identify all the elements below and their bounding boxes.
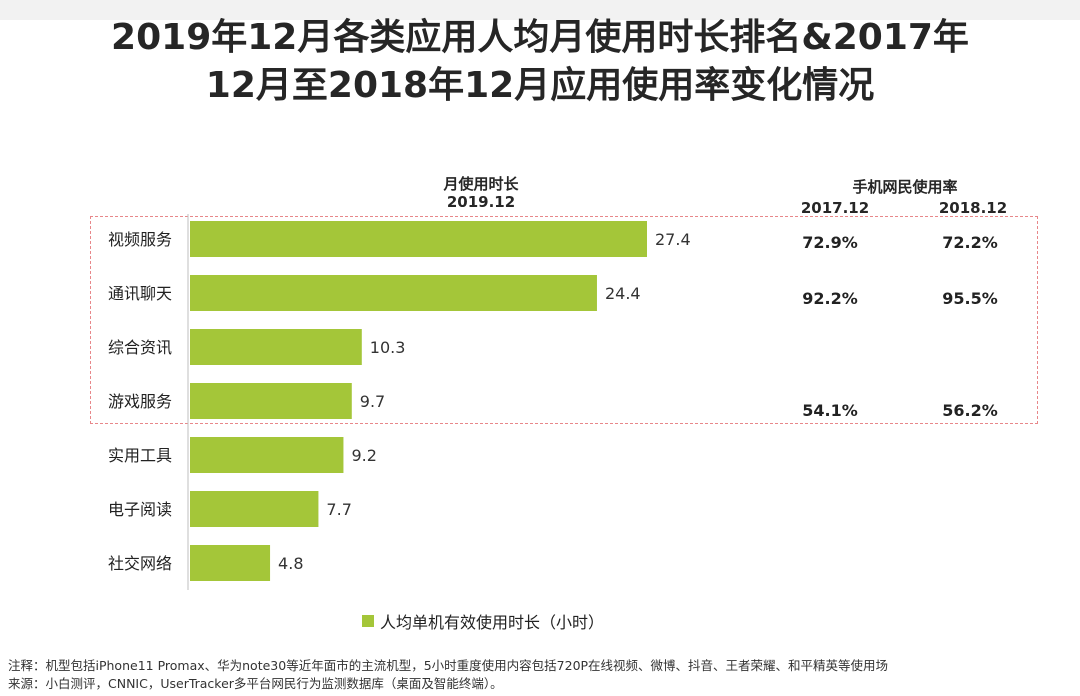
category-label-6: 社交网络 — [108, 554, 172, 573]
highlight-dashed-box — [90, 216, 1038, 424]
category-label-4: 实用工具 — [108, 446, 172, 465]
category-label-1: 通讯聊天 — [108, 284, 172, 303]
bar-0 — [190, 221, 647, 257]
value-label-0: 27.4 — [655, 230, 691, 249]
value-label-1: 24.4 — [605, 284, 641, 303]
note-text: 注释：机型包括iPhone11 Promax、华为note30等近年面市的主流机… — [8, 658, 889, 673]
category-label-3: 游戏服务 — [108, 392, 172, 411]
footnotes: 注释：机型包括iPhone11 Promax、华为note30等近年面市的主流机… — [8, 657, 1072, 693]
value-label-6: 4.8 — [278, 554, 303, 573]
category-label-0: 视频服务 — [108, 230, 172, 249]
legend: 人均单机有效使用时长（小时） — [362, 609, 604, 633]
bar-1 — [190, 275, 597, 311]
bar-4 — [190, 437, 344, 473]
left-header-line-2: 2019.12 — [446, 193, 516, 211]
bar-2 — [190, 329, 362, 365]
value-label-5: 7.7 — [326, 500, 351, 519]
top-band — [0, 0, 1080, 20]
bar-3 — [190, 383, 352, 419]
left-header: 月使用时长 2019.12 — [420, 175, 542, 211]
rate-game-2017: 54.1% — [802, 401, 858, 420]
rate-chat-2017: 92.2% — [802, 289, 858, 308]
right-header-col-2017: 2017.12 — [800, 199, 870, 217]
right-header-col-2018: 2018.12 — [938, 199, 1008, 217]
left-header-line-1: 月使用时长 — [443, 175, 519, 193]
bar-5 — [190, 491, 319, 527]
title-line-1: 2019年12月各类应用人均月使用时长排名&2017年 — [111, 17, 969, 58]
category-label-2: 综合资讯 — [108, 338, 172, 357]
rate-video-2018: 72.2% — [942, 233, 998, 252]
rate-chat-2018: 95.5% — [942, 289, 998, 308]
rate-video-2017: 72.9% — [802, 233, 858, 252]
page-title: 2019年12月各类应用人均月使用时长排名&2017年 12月至2018年12月… — [0, 14, 1080, 110]
rate-game-2018: 56.2% — [942, 401, 998, 420]
right-header-title: 手机网民使用率 — [852, 178, 958, 196]
category-label-5: 电子阅读 — [108, 500, 172, 519]
value-label-3: 9.7 — [360, 392, 385, 411]
value-label-2: 10.3 — [370, 338, 406, 357]
legend-label: 人均单机有效使用时长（小时） — [380, 613, 605, 632]
title-line-2: 12月至2018年12月应用使用率变化情况 — [205, 65, 875, 106]
legend-swatch — [362, 615, 374, 627]
bar-6 — [190, 545, 271, 581]
source-text: 来源：小白测评，CNNIC，UserTracker多平台网民行为监测数据库（桌面… — [8, 676, 503, 691]
value-label-4: 9.2 — [351, 446, 376, 465]
